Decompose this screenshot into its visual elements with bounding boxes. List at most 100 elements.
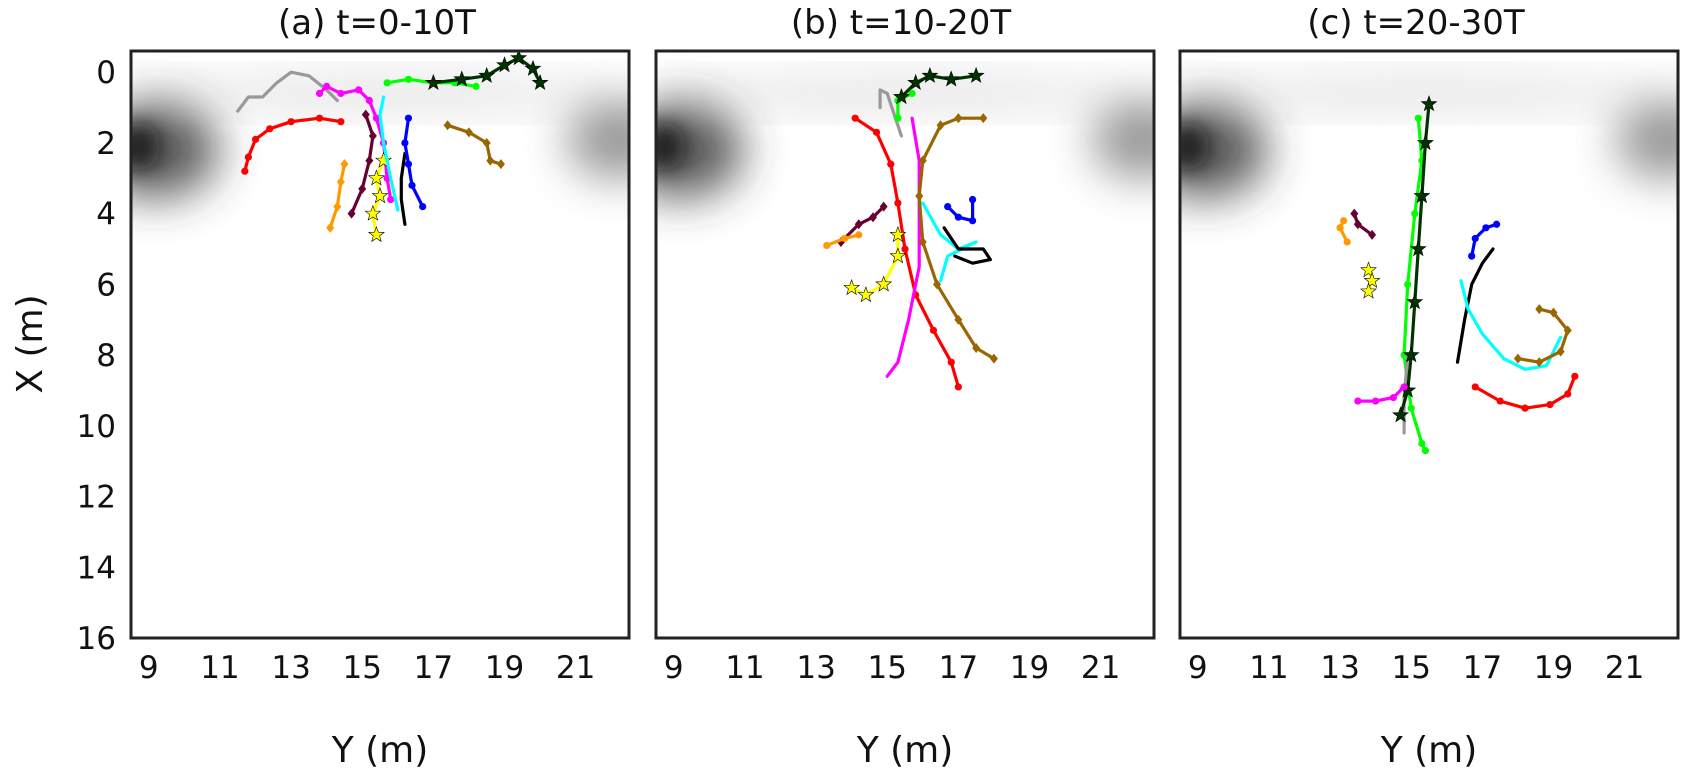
trajectory-point: [979, 113, 988, 124]
trajectory-point: [387, 195, 395, 204]
trajectory-point: [921, 66, 939, 83]
x-tick-label: 19: [1534, 650, 1573, 686]
trajectory-point: [315, 89, 324, 98]
trajectory-point: [333, 201, 342, 212]
trajectory-point: [840, 234, 849, 243]
trajectory-point: [1563, 325, 1572, 336]
trajectory-line: [917, 116, 996, 361]
x-tick-label: 11: [1249, 650, 1288, 686]
trajectory-point: [323, 82, 331, 90]
trajectory: [851, 114, 962, 391]
trajectory-line: [378, 95, 400, 212]
trajectory-point: [1521, 404, 1529, 412]
trajectory: [401, 114, 427, 211]
trajectory-point: [972, 343, 981, 354]
trajectory-point: [1564, 390, 1572, 398]
trajectory-point: [1402, 346, 1420, 363]
trajectory-line: [1470, 222, 1499, 258]
trajectory-point: [367, 226, 385, 243]
trajectory-line: [1356, 385, 1406, 403]
trajectory-point: [1471, 234, 1479, 243]
panel-c: (c) t=20-30T 9 11 13 15 17 19 21 Y (m): [1178, 3, 1680, 771]
y-tick-label: 14: [77, 550, 116, 586]
trajectory-point: [404, 114, 413, 122]
trajectory: [892, 66, 985, 105]
x-tick-label: 19: [1010, 650, 1049, 686]
panel-b-frame: [654, 49, 1156, 640]
trajectory-point: [868, 212, 877, 223]
trajectory-point: [851, 114, 859, 122]
density-blob-right: [1615, 99, 1678, 180]
trajectory-point: [1420, 95, 1438, 112]
trajectory-point: [887, 160, 895, 168]
trajectory-point: [908, 89, 916, 98]
trajectory-point: [244, 153, 252, 161]
y-tick-label: 0: [96, 55, 116, 91]
panel-a-x-axis-label: Y (m): [331, 730, 429, 771]
trajectory-line: [399, 151, 407, 226]
panel-b-density-background: [656, 77, 1154, 198]
trajectory-line: [1455, 247, 1495, 364]
trajectory-point: [942, 70, 960, 87]
trajectory: [1513, 304, 1572, 368]
trajectory-point: [326, 222, 335, 233]
trajectory-point: [901, 245, 909, 253]
trajectory-point: [1571, 372, 1579, 380]
trajectory-point: [1535, 357, 1544, 368]
trajectory-point: [510, 49, 528, 66]
density-blob-left: [131, 102, 218, 198]
trajectory: [424, 49, 549, 91]
trajectory-point: [954, 213, 962, 221]
trajectory-line: [1402, 116, 1428, 453]
trajectory-point: [1372, 397, 1380, 405]
y-tick-label: 2: [96, 126, 116, 162]
trajectory: [921, 201, 978, 283]
trajectory-point: [241, 167, 249, 175]
trajectory-point: [472, 82, 480, 90]
trajectory-line: [839, 205, 886, 244]
trajectory-point: [889, 226, 907, 243]
density-blob-right: [1091, 99, 1154, 180]
trajectory-point: [1407, 404, 1415, 412]
trajectory: [1354, 383, 1408, 405]
trajectory-point: [404, 75, 413, 83]
trajectory-point: [1343, 238, 1351, 246]
x-tick-label: 9: [1188, 650, 1208, 686]
trajectory-point: [315, 114, 324, 122]
panel-c-x-ticks: 9 11 13 15 17 19 21: [1188, 650, 1644, 686]
trajectory-point: [1556, 346, 1565, 357]
x-tick-label: 15: [867, 650, 906, 686]
trajectory-point: [854, 219, 863, 230]
trajectory-point: [855, 231, 863, 239]
trajectory: [1336, 217, 1351, 246]
trajectory-point: [1368, 229, 1377, 240]
trajectory-point: [954, 314, 963, 325]
trajectory: [315, 82, 395, 204]
trajectory: [1392, 95, 1438, 423]
x-tick-label: 11: [725, 650, 764, 686]
trajectory-point: [347, 208, 356, 219]
trajectory-point: [337, 89, 345, 98]
trajectory: [1400, 114, 1430, 455]
trajectory-point: [1468, 252, 1476, 260]
trajectory-point: [907, 73, 925, 91]
x-tick-label: 19: [485, 650, 524, 686]
x-tick-label: 17: [939, 650, 978, 686]
trajectory: [443, 120, 505, 170]
trajectory-point: [1336, 224, 1344, 232]
panel-a-y-ticks: 0 2 4 6 8 10 12 14 16: [77, 55, 116, 657]
panel-b: (b) t=10-20T 9 11 13 15 17 19 21 Y (m): [654, 3, 1156, 771]
trajectory-point: [857, 286, 875, 303]
panel-b-series: [823, 66, 998, 391]
trajectory-point: [1360, 282, 1377, 299]
trajectory-point: [404, 160, 413, 168]
trajectory-point: [967, 66, 985, 83]
density-blob-left: [1180, 102, 1267, 198]
y-tick-label: 6: [96, 267, 116, 303]
x-tick-label: 13: [1320, 650, 1359, 686]
trajectory-point: [496, 159, 505, 170]
trajectory-point: [968, 217, 977, 225]
y-tick-label: 8: [96, 338, 116, 374]
x-tick-label: 9: [139, 650, 159, 686]
